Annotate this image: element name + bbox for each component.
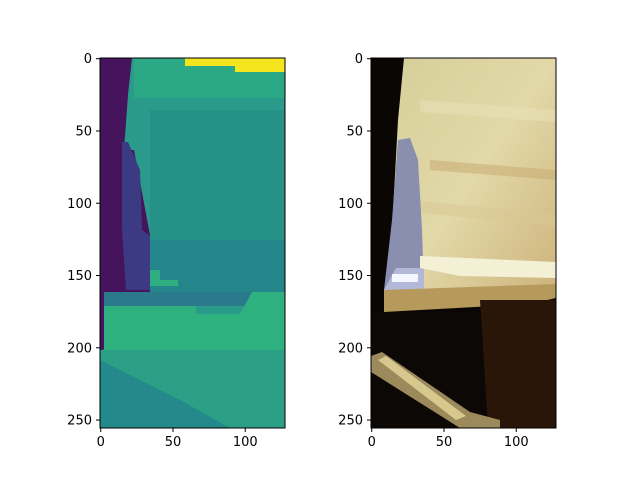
rgb-image-ytick-label-0: 0 <box>355 52 363 67</box>
rgb-image-ytick-label-2: 100 <box>338 197 363 212</box>
rgb-image-ytick-label-4: 200 <box>338 341 363 356</box>
depth-map-axes: 0 50 100 0 50 100 150 200 250 <box>67 52 257 450</box>
depth-map-ytick-label-2: 100 <box>67 197 92 212</box>
depth-map-ytick-label-3: 150 <box>67 269 92 284</box>
rgb-image-ytick-label-5: 250 <box>338 414 363 429</box>
rgb-image-xtick-label-1: 50 <box>436 435 453 450</box>
rgb-image-frame <box>370 57 557 429</box>
rgb-image <box>371 58 556 428</box>
rgb-image-xtick-label-2: 100 <box>504 435 529 450</box>
depth-map-xtick-label-2: 100 <box>233 435 258 450</box>
depth-map-xtick-label-1: 50 <box>165 435 182 450</box>
depth-map-frame <box>99 57 286 429</box>
rgb-image-ytick-label-1: 50 <box>346 124 363 139</box>
depth-map-ytick-label-5: 250 <box>67 414 92 429</box>
depth-map-ytick-label-0: 0 <box>84 52 92 67</box>
depth-map-xtick-label-0: 0 <box>97 435 105 450</box>
depth-map-ytick-label-4: 200 <box>67 341 92 356</box>
depth-map-image <box>100 58 285 428</box>
depth-map-ytick-label-1: 50 <box>75 124 92 139</box>
rgb-image-xtick-label-0: 0 <box>368 435 376 450</box>
rgb-image-ytick-label-3: 150 <box>338 269 363 284</box>
rgb-image-axes: 0 50 100 0 50 100 150 200 250 <box>338 52 528 450</box>
